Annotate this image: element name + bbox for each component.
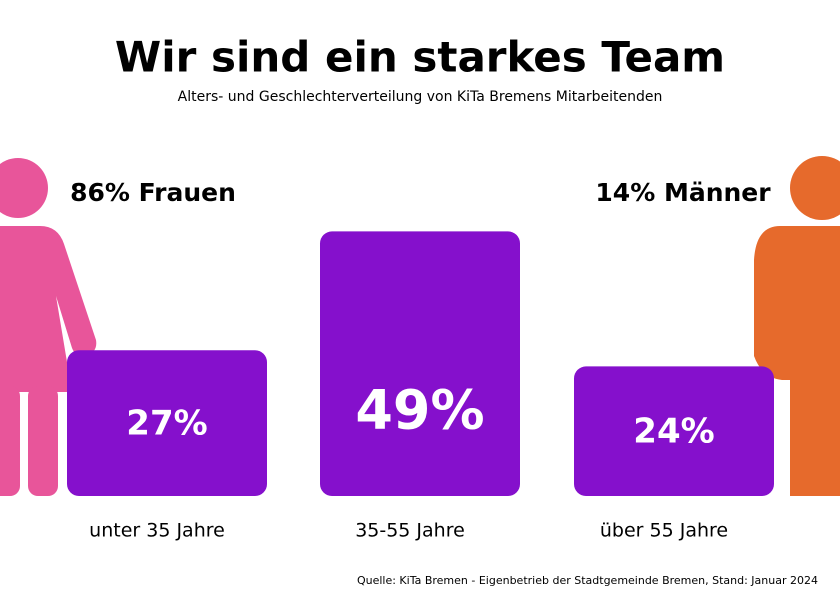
- man-icon: [754, 156, 840, 496]
- category-label: über 55 Jahre: [600, 520, 728, 542]
- category-label: 35-55 Jahre: [355, 520, 465, 542]
- woman-icon: [0, 158, 97, 496]
- bar: [574, 366, 774, 496]
- annotation: 86% Frauen: [70, 178, 236, 207]
- category-label: unter 35 Jahre: [89, 520, 225, 542]
- annotation: 14% Männer: [595, 178, 771, 207]
- source: Quelle: KiTa Bremen - Eigenbetrieb der S…: [357, 574, 818, 587]
- value-label: 27%: [126, 404, 207, 444]
- value-label: 49%: [355, 379, 484, 442]
- title: Wir sind ein starkes Team: [115, 33, 725, 82]
- bar: [67, 350, 267, 496]
- bar: [320, 231, 520, 496]
- value-label: 24%: [633, 412, 714, 452]
- subtitle: Alters- und Geschlechterverteilung von K…: [178, 89, 663, 105]
